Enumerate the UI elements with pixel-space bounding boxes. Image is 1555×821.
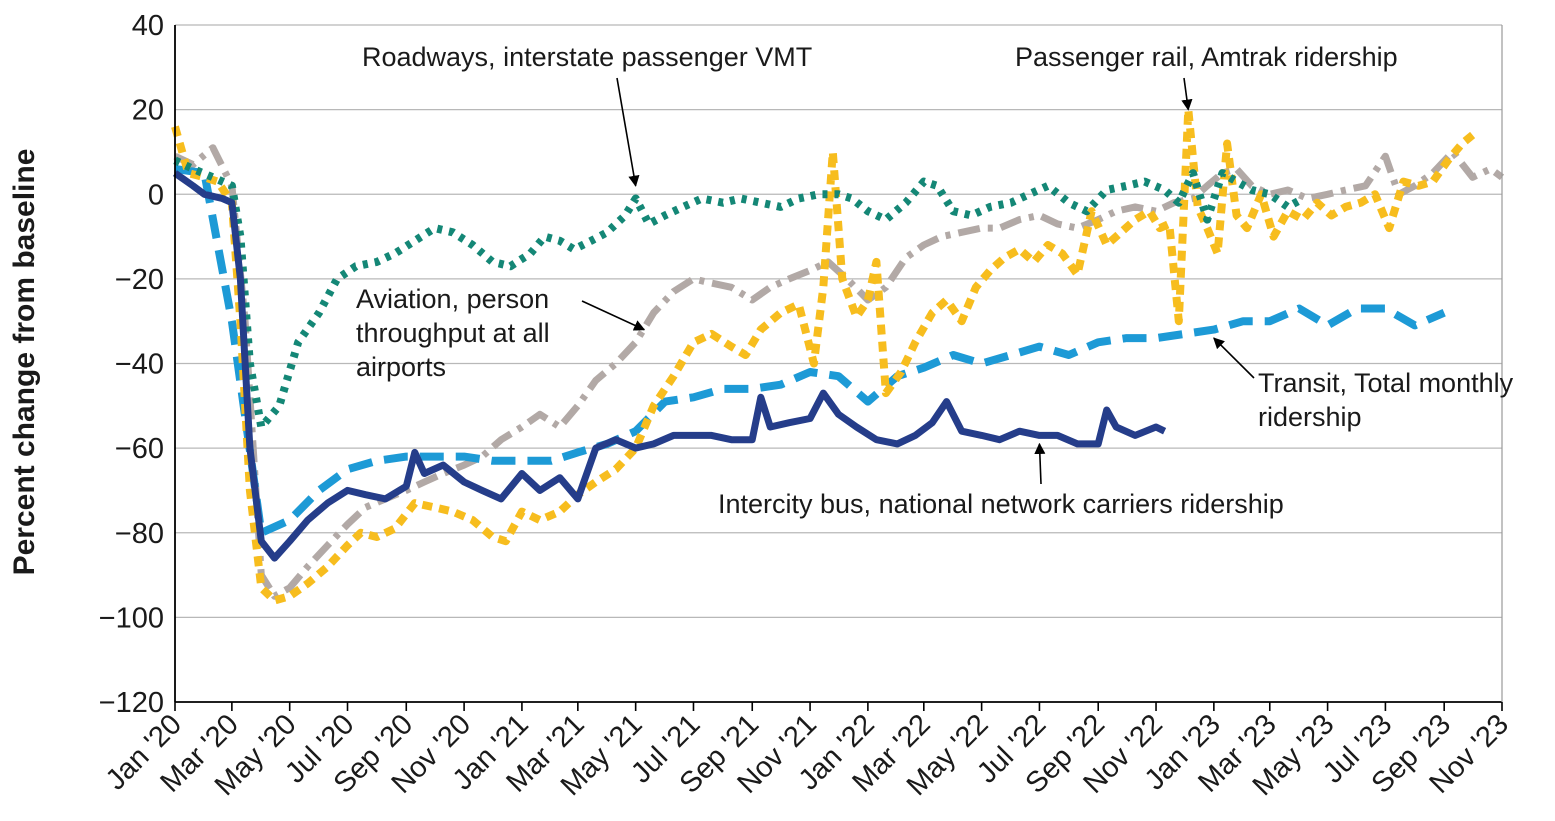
y-tick-label: 40 <box>132 10 164 42</box>
y-tick-label: −60 <box>115 433 164 465</box>
series-line-4 <box>172 170 1167 562</box>
y-axis-label: Percent change from baseline <box>8 149 41 576</box>
series-line-0 <box>173 156 1305 431</box>
annotation-arrow-transit <box>1213 337 1255 379</box>
annotation-roadways-line-0: Roadways, interstate passenger VMT <box>362 42 812 72</box>
y-tick-label: −40 <box>115 349 164 381</box>
axes <box>174 25 1503 711</box>
series-lines <box>171 105 1505 605</box>
annotation-transit-line-1: ridership <box>1258 402 1362 432</box>
y-tick-label: −20 <box>115 264 164 296</box>
annotation-aviation-line-2: airports <box>356 352 446 382</box>
annotation-arrow-aviation <box>581 300 646 331</box>
series-line-3 <box>174 164 1446 537</box>
y-tick-label: 20 <box>132 95 164 127</box>
annotation-transit-line-0: Transit, Total monthly <box>1258 368 1514 398</box>
y-tick-labels: 40 20 0 −20 −40 −60 −80 −100 −120 <box>99 10 164 719</box>
y-tick-label: −120 <box>99 687 164 719</box>
series-line-2 <box>171 105 1476 605</box>
annotation-arrow-roadways <box>616 77 640 187</box>
annotations: Roadways, interstate passenger VMT Passen… <box>356 42 1514 519</box>
annotation-arrow-rail <box>1181 77 1193 111</box>
annotation-aviation-line-1: throughput at all <box>356 318 550 348</box>
y-tick-label: −100 <box>99 602 164 634</box>
annotation-arrow-bus <box>1034 442 1046 485</box>
y-tick-label: −80 <box>115 518 164 550</box>
y-tick-label: 0 <box>148 179 164 211</box>
annotation-aviation-line-0: Aviation, person <box>356 284 549 314</box>
annotation-bus-line-0: Intercity bus, national network carriers… <box>718 489 1284 519</box>
annotation-rail-line-0: Passenger rail, Amtrak ridership <box>1015 42 1398 72</box>
